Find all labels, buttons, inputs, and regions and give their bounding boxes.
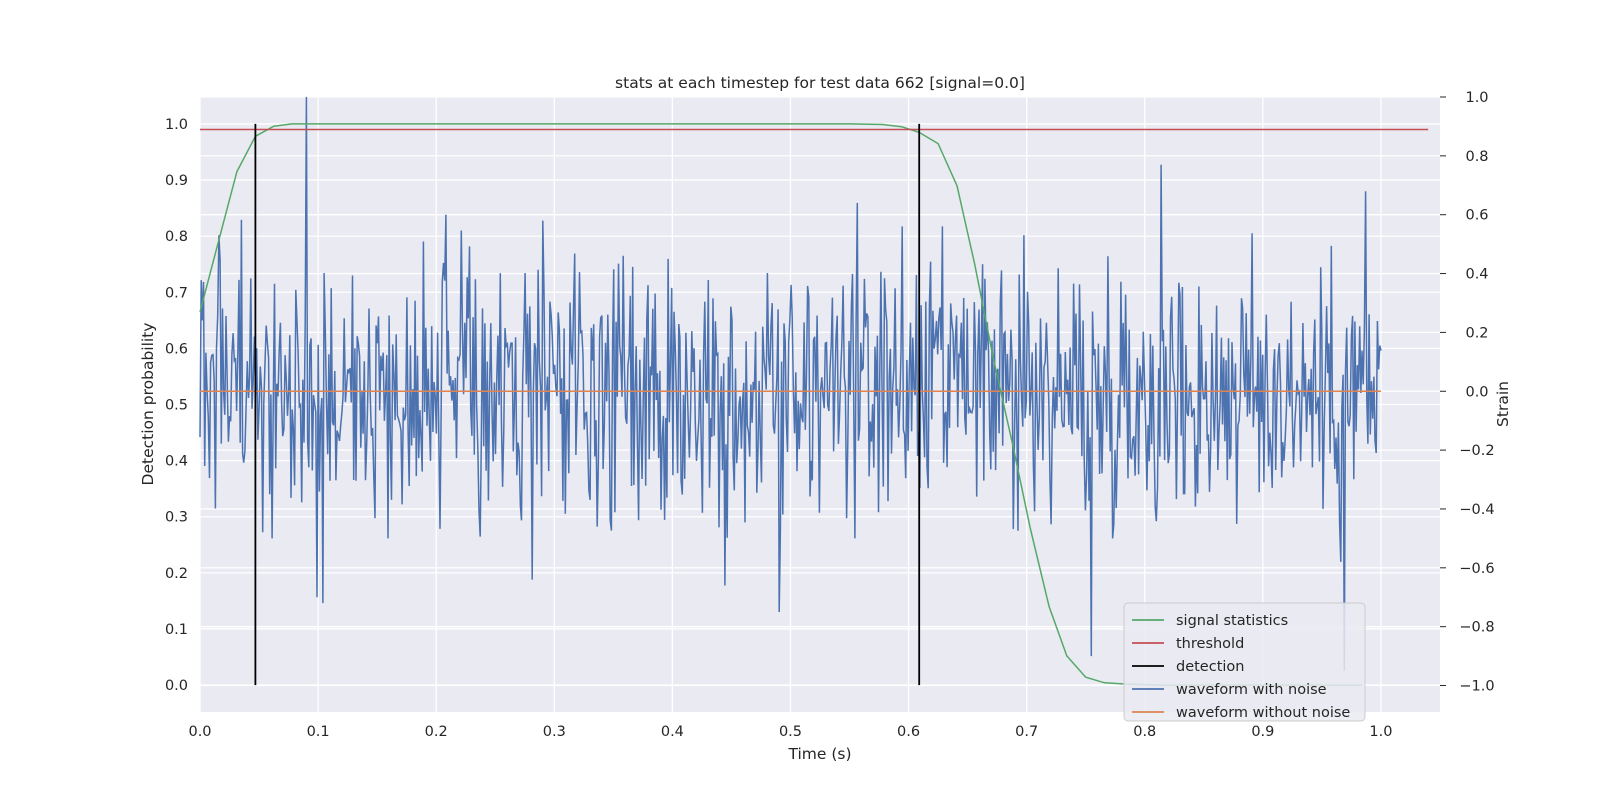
- x-tick-label: 0.1: [307, 724, 330, 740]
- x-tick-label: 0.0: [188, 724, 211, 740]
- y-tick-label: 0.1: [165, 622, 188, 638]
- y-axis-label: Detection probability: [139, 323, 157, 486]
- y-right-tick-label: 0.8: [1465, 149, 1488, 165]
- y-right-tick-label: 0.6: [1465, 208, 1488, 224]
- legend: signal statistics threshold detection wavef…: [1123, 602, 1366, 722]
- legend-label-threshold: threshold: [1176, 636, 1244, 652]
- y-tick-label: 0.0: [165, 678, 188, 694]
- series-waveform-with-noise-line: [199, 96, 1382, 671]
- y-right-tick-label: 0.4: [1465, 267, 1488, 283]
- x-tick-label: 0.3: [543, 724, 566, 740]
- y-axis-ticks: 0.0 0.1 0.2 0.3 0.4 0.5 0.6 0.7 0.8 0.9 1.0: [165, 117, 188, 694]
- x-tick-label: 0.7: [1015, 724, 1038, 740]
- y-tick-label: 0.8: [165, 229, 188, 245]
- x-tick-label: 0.4: [661, 724, 684, 740]
- y-right-tick-label: −1.0: [1459, 679, 1494, 695]
- chart-title: stats at each timestep for test data 662…: [615, 74, 1025, 92]
- y-tick-label: 0.2: [165, 566, 188, 582]
- y-right-tick-label: 0.2: [1465, 325, 1488, 341]
- y-right-tick-label: 0.0: [1465, 384, 1488, 400]
- y-right-tick-label: −0.4: [1459, 502, 1494, 518]
- legend-label-signal-statistics: signal statistics: [1176, 613, 1288, 629]
- y-right-axis-ticks: −1.0 −0.8 −0.6 −0.4 −0.2 0.0 0.2 0.4 0.6 0.8 1.0: [1440, 90, 1495, 695]
- legend-label-waveform-without-noise: waveform without noise: [1176, 705, 1350, 721]
- x-tick-label: 1.0: [1369, 724, 1392, 740]
- y-tick-label: 0.5: [165, 398, 188, 414]
- series-layer: [199, 96, 1429, 686]
- y-tick-label: 0.4: [165, 454, 188, 470]
- y-tick-label: 0.9: [165, 173, 188, 189]
- legend-label-detection: detection: [1176, 659, 1244, 675]
- x-axis-label: Time (s): [787, 745, 851, 763]
- y-right-tick-label: 1.0: [1465, 90, 1488, 106]
- y-right-tick-label: −0.6: [1459, 561, 1494, 577]
- x-tick-label: 0.8: [1133, 724, 1156, 740]
- series-detection-lines: [254, 123, 921, 686]
- y-right-tick-label: −0.8: [1459, 620, 1494, 636]
- x-tick-label: 0.6: [897, 724, 920, 740]
- legend-label-waveform-with-noise: waveform with noise: [1176, 682, 1327, 698]
- y-tick-label: 0.3: [165, 510, 188, 526]
- legend-frame: [1123, 602, 1366, 722]
- series-signal-statistics-line: [199, 123, 1363, 686]
- x-tick-label: 0.5: [779, 724, 802, 740]
- x-tick-label: 0.2: [425, 724, 448, 740]
- y-tick-label: 0.7: [165, 285, 188, 301]
- x-axis-ticks: 0.0 0.1 0.2 0.3 0.4 0.5 0.6 0.7 0.8 0.9 1.0: [188, 724, 1392, 740]
- y-tick-label: 1.0: [165, 117, 188, 133]
- y-tick-label: 0.6: [165, 341, 188, 357]
- y-right-axis-label: Strain: [1494, 381, 1512, 427]
- x-tick-label: 0.9: [1251, 724, 1274, 740]
- y-right-tick-label: −0.2: [1459, 443, 1494, 459]
